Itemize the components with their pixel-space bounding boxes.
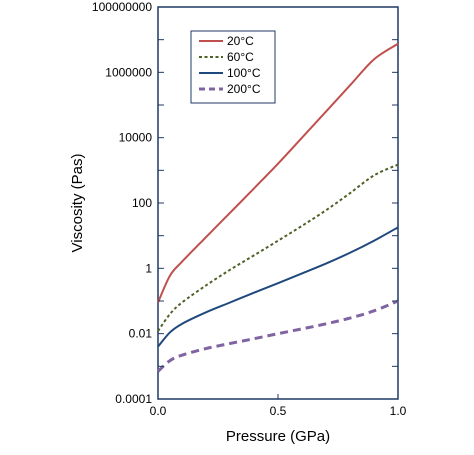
legend-label-0: 20°C (227, 34, 254, 48)
series-line-3 (156, 299, 399, 373)
series-line-1 (157, 163, 399, 332)
legend: 20°C 60°C 100°C 200°C (190, 30, 276, 104)
y-tick-label: 0.01 (129, 327, 153, 341)
y-tick-label: 100000000 (92, 0, 152, 14)
x-tick-label: 1.0 (390, 404, 407, 418)
series-line-0 (157, 42, 399, 303)
legend-label-2: 100°C (227, 66, 261, 80)
legend-label-3: 200°C (227, 82, 261, 96)
series-line-2 (157, 226, 399, 348)
y-tick-label: 0.0001 (115, 392, 152, 406)
legend-box (190, 30, 276, 104)
y-tick-label: 1000000 (105, 65, 152, 79)
y-tick-label: 100 (132, 196, 152, 210)
axes-layer: 0.0001 0.01 1 100 10000 1000000 100000000 0.0 0.… (92, 0, 407, 418)
series-layer (156, 42, 399, 373)
y-tick-label: 1 (145, 261, 152, 275)
x-tick-label: 0.0 (150, 404, 167, 418)
y-axis-title: Viscosity (Pas) (69, 154, 86, 253)
y-tick-label: 10000 (119, 131, 153, 145)
legend-label-1: 60°C (227, 50, 254, 64)
x-tick-label: 0.5 (270, 404, 287, 418)
x-axis-title: Pressure (GPa) (226, 428, 330, 445)
